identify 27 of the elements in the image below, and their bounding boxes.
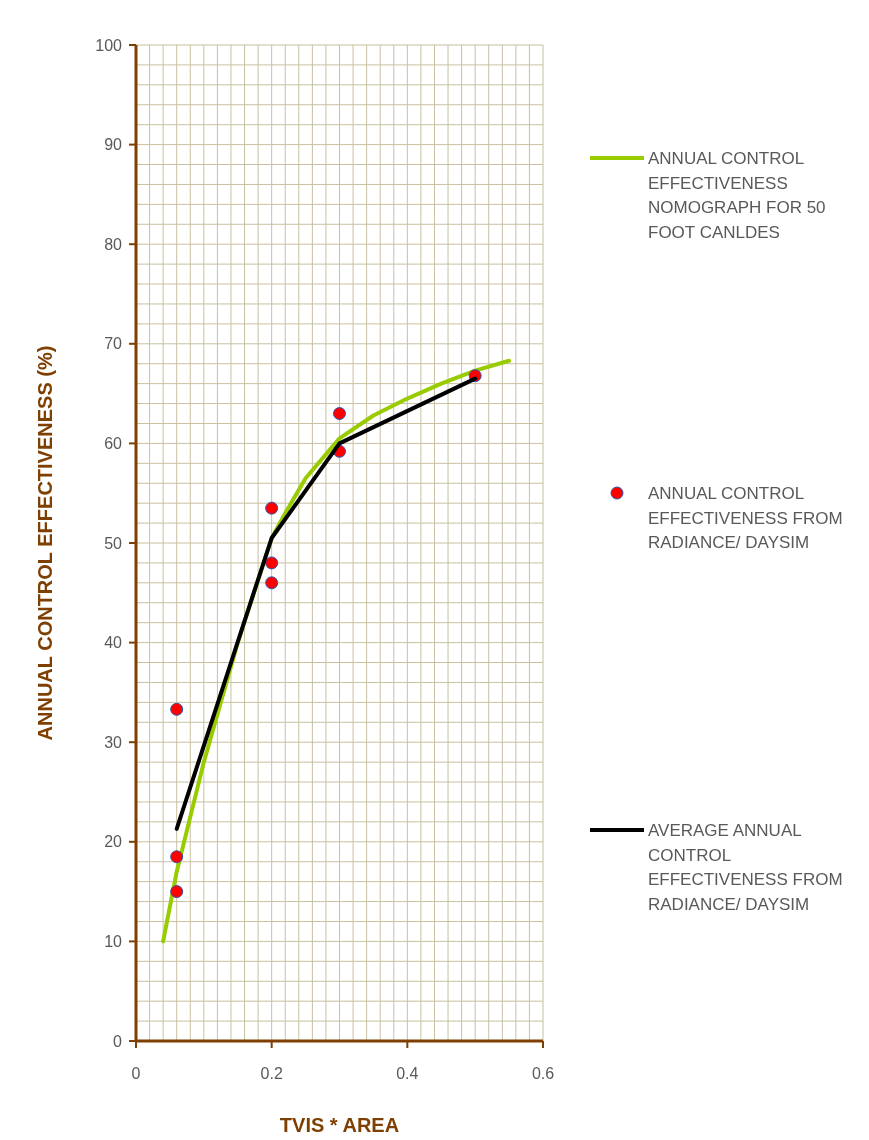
- y-tick-label: 90: [104, 136, 123, 154]
- y-tick-label: 10: [104, 933, 123, 950]
- x-tick-label: 0.6: [531, 1065, 555, 1082]
- y-tick-label: 100: [95, 36, 123, 54]
- legend-label: ANNUAL CONTROL EFFECTIVENESS NOMOGRAPH FOR 50 FOOT CANLDES: [648, 148, 826, 242]
- x-tick-label: 0.4: [396, 1065, 419, 1082]
- point: [333, 407, 346, 421]
- y-tick-label: 0: [113, 1032, 123, 1050]
- y-tick-label: 40: [104, 634, 123, 652]
- y-axis-title: ANNUAL CONTROL EFFECTIVENESS (%): [34, 345, 56, 741]
- y-tick-label: 70: [104, 335, 123, 353]
- point: [170, 850, 184, 864]
- y-tick-label: 80: [104, 235, 123, 253]
- x-axis-title: TVIS * AREA: [279, 1114, 400, 1136]
- point: [170, 885, 184, 899]
- point: [265, 556, 279, 570]
- x-tick-label: 0.2: [260, 1065, 283, 1082]
- point: [170, 702, 184, 716]
- legend-label: AVERAGE ANNUAL CONTROL EFFECTIVENESS FROM RADIANCE/ DAYSIM: [648, 820, 843, 914]
- point: [265, 501, 279, 515]
- y-tick-label: 30: [104, 733, 123, 751]
- y-tick-label: 50: [104, 534, 123, 552]
- y-tick-label: 60: [104, 435, 123, 452]
- x-tick-label: 0: [131, 1065, 141, 1082]
- point: [265, 576, 279, 590]
- y-tick-label: 20: [104, 833, 123, 851]
- legend-label: ANNUAL CONTROL EFFECTIVENESS FROM RADIANCE/ DAYSIM: [648, 483, 843, 553]
